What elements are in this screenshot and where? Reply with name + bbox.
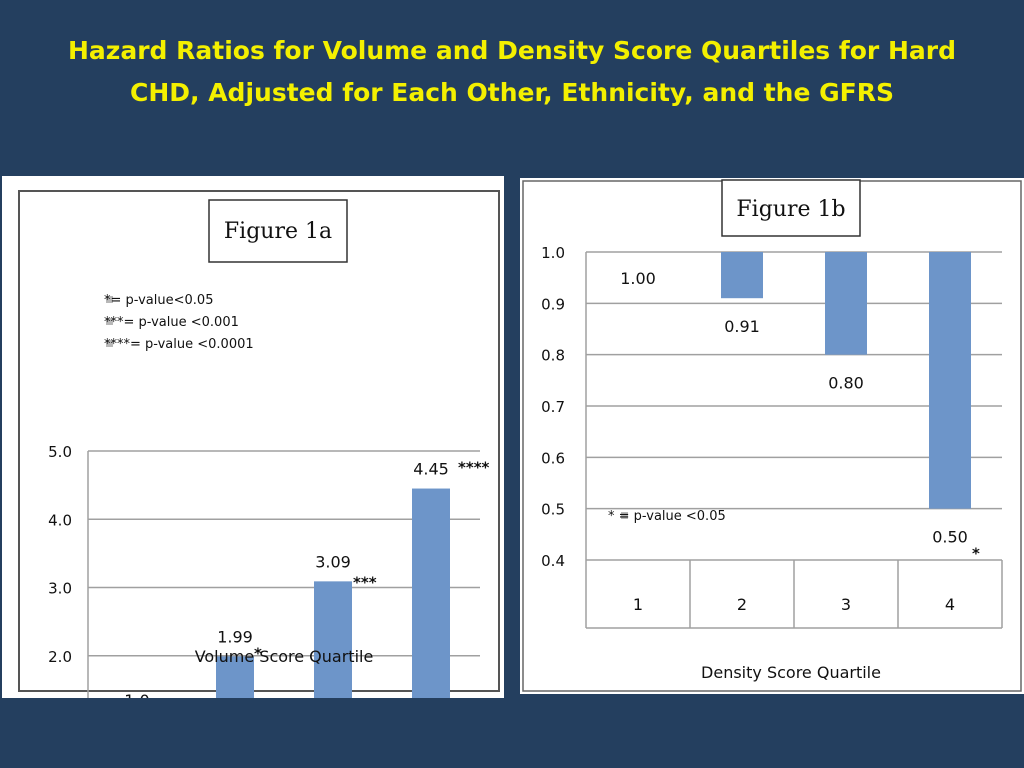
figure-1a-significance-marker: **** xyxy=(458,459,490,477)
figure-1b-legend-entry: * = p-value <0.05 xyxy=(608,509,726,524)
figure-1a-significance-marker: * xyxy=(254,644,262,662)
figure-1b-y-tick-label: 0.5 xyxy=(541,501,565,519)
figure-1a-y-tick-label: 2.0 xyxy=(48,648,72,666)
figure-1b-significance-marker: * xyxy=(972,545,980,563)
figure-1a-legend-entry: *= p-value<0.05 xyxy=(104,293,213,308)
figure-1a-bar xyxy=(216,656,254,698)
figure-1a-y-tick-label: 5.0 xyxy=(48,443,72,461)
figure-1b-y-tick-label: 0.7 xyxy=(541,398,565,416)
figure-1a-legend-swatch xyxy=(106,318,113,325)
figure-1b-y-tick-label: 0.8 xyxy=(541,347,565,365)
figure-1b-bar xyxy=(825,252,867,355)
figure-1a-y-tick-label: 4.0 xyxy=(48,511,72,529)
figure-1b-y-tick-label: 1.0 xyxy=(541,244,565,262)
figure-1a-legend-entry: ****= p-value <0.0001 xyxy=(104,337,254,352)
figure-1a-y-tick-label: 3.0 xyxy=(48,580,72,598)
figure-1b-y-tick-label: 0.4 xyxy=(541,552,565,570)
figure-1b-legend-swatch xyxy=(621,512,628,519)
figure-1a-bar xyxy=(314,581,352,698)
figure-1b-label: Figure 1b xyxy=(736,197,845,222)
figure-1b-data-label: 0.91 xyxy=(724,317,760,336)
figure-1b-y-tick-label: 0.9 xyxy=(541,295,565,313)
figure-1a-significance-marker: *** xyxy=(353,573,377,591)
figure-1b-data-label: 0.50 xyxy=(932,528,968,547)
figure-1a-panel: 1.02.03.04.05.011.021.99*33.09***44.45**… xyxy=(2,176,504,698)
figure-1a-label: Figure 1a xyxy=(224,219,332,244)
slide-title-line-2: CHD, Adjusted for Each Other, Ethnicity,… xyxy=(129,78,894,107)
figure-1a-legend-swatch xyxy=(106,340,113,347)
figure-1b-x-tick-label: 1 xyxy=(633,595,643,614)
figure-1a-label-box xyxy=(208,199,348,263)
figure-1b-panel: 0.4 0.5 0.6 0.7 0.8 0.9 1.0 1 1.00 2 0.91 3 0.80 4 0.5… xyxy=(520,178,1024,694)
figure-1b-bar xyxy=(929,252,971,509)
figure-1b-x-tick-label: 4 xyxy=(945,595,955,614)
figure-1b-x-tick-label: 2 xyxy=(737,595,747,614)
figure-1a-data-label: 3.09 xyxy=(315,552,351,571)
figure-1b-chart: 0.4 0.5 0.6 0.7 0.8 0.9 1.0 1 1.00 2 0.91 3 0.80 4 0.5… xyxy=(522,179,1022,692)
figure-1a-chart: 1.02.03.04.05.011.021.99*33.09***44.45**… xyxy=(18,190,500,698)
figure-1b-y-tick-label: 0.6 xyxy=(541,449,565,467)
figure-1a-bar xyxy=(412,488,450,698)
figure-1b-x-axis-label: Density Score Quartile xyxy=(701,663,881,682)
figure-1b-data-label: 1.00 xyxy=(620,269,656,288)
figure-1a-data-label: 1.0 xyxy=(124,691,149,698)
slide-title: Hazard Ratios for Volume and Density Sco… xyxy=(0,30,1024,114)
figure-1a-frame xyxy=(18,190,500,692)
figure-1a-x-axis-label: Volume Score Quartile xyxy=(195,647,374,666)
figure-1a-data-label: 4.45 xyxy=(413,460,449,479)
figure-1a-legend-entry: ***= p-value <0.001 xyxy=(104,315,239,330)
figure-1a-legend-swatch xyxy=(106,296,113,303)
figure-1b-data-label: 0.80 xyxy=(828,374,864,393)
figure-1a-data-label: 1.99 xyxy=(217,627,253,646)
slide-title-line-1: Hazard Ratios for Volume and Density Sco… xyxy=(67,36,956,65)
figure-1b-label-box xyxy=(721,179,861,237)
figure-1b-bar xyxy=(721,252,763,299)
figure-1b-x-tick-label: 3 xyxy=(841,595,851,614)
